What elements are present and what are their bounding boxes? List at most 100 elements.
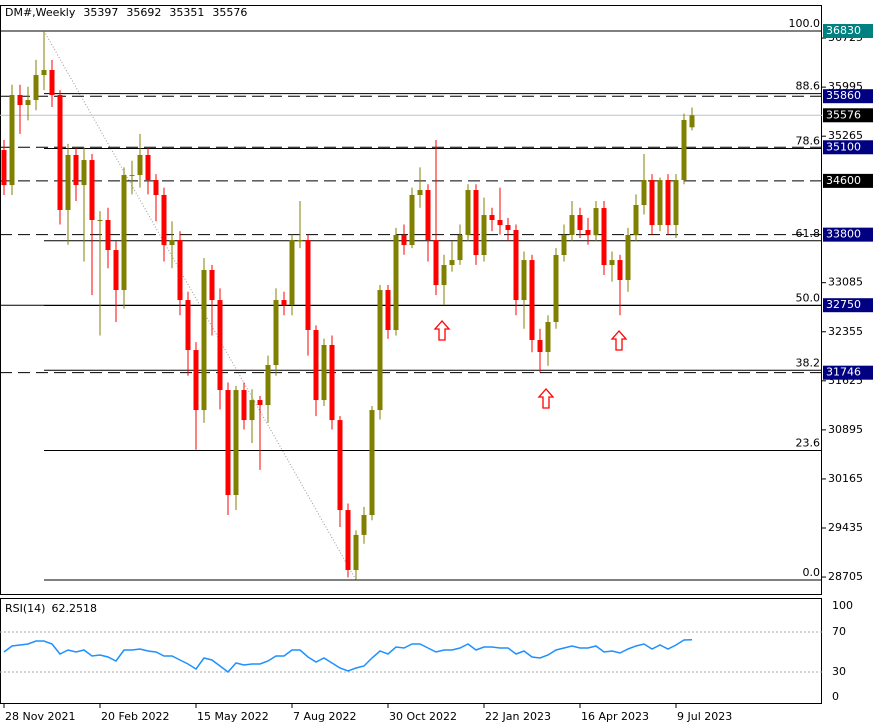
candle-body <box>393 234 399 331</box>
candle-body <box>161 194 167 245</box>
candle-body <box>537 340 543 352</box>
candle-body <box>129 175 135 177</box>
y-tick-label: 29435 <box>828 521 863 534</box>
candle-body <box>521 260 527 301</box>
fib-label: 38.2 <box>796 356 821 369</box>
fib-label: 88.6 <box>796 80 821 93</box>
price-label: 35100 <box>826 140 861 153</box>
price-label-box <box>823 298 873 313</box>
fib-label: 78.6 <box>796 134 821 147</box>
rsi-tick-label: 100 <box>832 599 853 612</box>
price-label-box <box>823 108 873 123</box>
price-label-box <box>823 89 873 104</box>
candle-body <box>465 190 471 235</box>
candle-body <box>681 119 687 181</box>
candle-body <box>33 75 39 101</box>
header-open: 35397 <box>83 6 118 19</box>
candle-body <box>489 215 495 220</box>
main-panel <box>0 5 822 595</box>
candle-body <box>417 190 423 195</box>
candle-body <box>313 330 319 401</box>
candle-body <box>353 534 359 570</box>
x-tick-label: 7 Aug 2022 <box>293 710 356 723</box>
candle-body <box>449 260 455 266</box>
candle-body <box>9 94 15 186</box>
candle-body <box>113 250 119 291</box>
rsi-panel <box>0 598 822 704</box>
price-label-box <box>823 140 873 155</box>
candle-body <box>249 400 255 421</box>
candle-body <box>289 240 295 306</box>
candle-body <box>553 255 559 323</box>
candle-body <box>297 240 303 242</box>
candle-body <box>65 155 71 210</box>
candle-body <box>337 420 343 511</box>
candle-body <box>321 344 327 401</box>
candle-body <box>441 265 447 286</box>
candle-body <box>457 234 463 261</box>
x-tick-label: 20 Feb 2022 <box>101 710 169 723</box>
candle-body <box>625 234 631 281</box>
candle-body <box>633 205 639 235</box>
candle-body <box>649 180 655 226</box>
candle-body <box>81 160 87 186</box>
candle-body <box>481 215 487 256</box>
candle-body <box>257 400 263 406</box>
candle-body <box>657 180 663 226</box>
candle-body <box>561 234 567 256</box>
price-label-box <box>823 173 873 188</box>
candle-body <box>473 190 479 256</box>
header-high: 35692 <box>126 6 161 19</box>
candle-body <box>217 300 223 391</box>
price-label-box <box>823 227 873 242</box>
candle-body <box>241 390 247 421</box>
candle-body <box>401 234 407 245</box>
rsi-tick-label: 70 <box>832 625 846 638</box>
candle-body <box>593 208 599 235</box>
candle-body <box>17 94 23 106</box>
rsi-header: RSI(14) 62.2518 <box>5 602 97 615</box>
candle-body <box>281 300 287 306</box>
fib-label: 0.0 <box>803 566 821 579</box>
y-tick-label: 33085 <box>828 276 863 289</box>
candle-body <box>577 215 583 231</box>
y-tick-label: 35265 <box>828 129 863 142</box>
candle-body <box>177 240 183 301</box>
candle-body <box>609 260 615 266</box>
price-label: 36830 <box>826 24 861 37</box>
candle-body <box>169 240 175 245</box>
candle-body <box>105 219 111 251</box>
candle-body <box>617 260 623 281</box>
candle-body <box>601 208 607 266</box>
price-label-box <box>823 365 873 380</box>
x-tick-label: 9 Jul 2023 <box>677 710 732 723</box>
header-low: 35351 <box>169 6 204 19</box>
candle-body <box>377 290 383 411</box>
candle-body <box>361 515 367 535</box>
price-label-box <box>823 24 873 39</box>
candle-body <box>513 230 519 301</box>
candle-body <box>673 180 679 226</box>
candle-body <box>505 225 511 231</box>
price-label: 31746 <box>826 366 861 379</box>
fib-label: 61.8 <box>796 227 821 240</box>
candle-body <box>201 269 207 411</box>
candle-body <box>49 69 55 95</box>
candle-body <box>137 155 143 176</box>
price-label: 33800 <box>826 228 861 241</box>
candle-body <box>385 290 391 331</box>
rsi-tick-label: 30 <box>832 665 846 678</box>
candle-body <box>569 215 575 235</box>
candle-body <box>97 219 103 221</box>
y-tick-label: 30895 <box>828 423 863 436</box>
candle-body <box>545 322 551 352</box>
x-tick-label: 28 Nov 2021 <box>5 710 75 723</box>
candle-body <box>329 344 335 421</box>
chart-title: DM#,Weekly <box>5 6 76 19</box>
price-label: 34600 <box>826 174 861 187</box>
rsi-tick-label: 0 <box>832 690 839 703</box>
fib-label: 23.6 <box>796 436 821 449</box>
candle-body <box>433 240 439 286</box>
candle-body <box>409 194 415 245</box>
candle-body <box>57 94 63 210</box>
